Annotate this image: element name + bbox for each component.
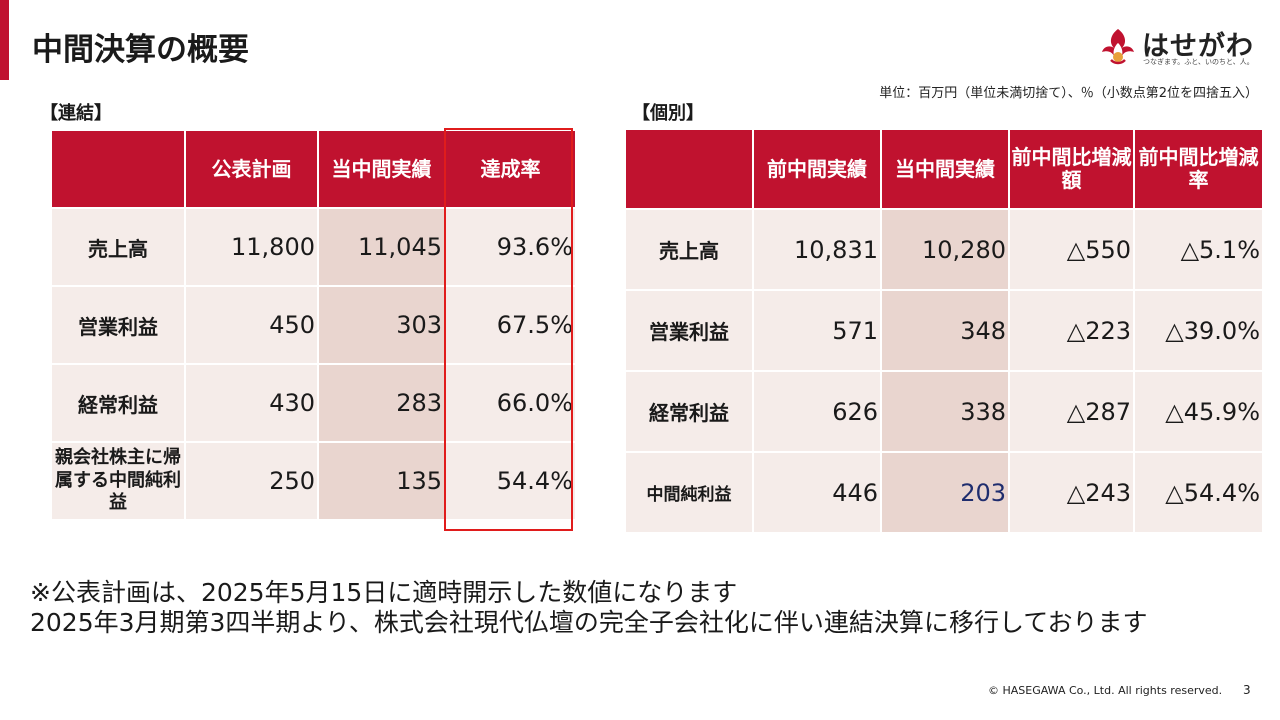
table-row: 営業利益 450 303 67.5% xyxy=(50,285,577,365)
table-header-row: 前中間実績 当中間実績 前中間比増減額 前中間比増減率 xyxy=(624,128,1264,210)
rate-value: △54.4% xyxy=(1133,451,1264,534)
prev-value: 626 xyxy=(752,370,882,453)
table-row: 売上高 11,800 11,045 93.6% xyxy=(50,207,577,287)
row-label: 売上高 xyxy=(50,207,186,287)
page-title: 中間決算の概要 xyxy=(32,32,249,68)
header-cell: 前中間比増減率 xyxy=(1133,128,1264,210)
actual-value: 303 xyxy=(317,285,446,365)
plan-value: 450 xyxy=(184,285,319,365)
diff-value: △550 xyxy=(1008,208,1135,291)
actual-value: 10,280 xyxy=(880,208,1010,291)
header-cell: 当中間実績 xyxy=(880,128,1010,210)
header-cell xyxy=(50,129,186,209)
header-cell: 前中間比増減額 xyxy=(1008,128,1135,210)
row-label: 営業利益 xyxy=(624,289,754,372)
table-row: 経常利益 430 283 66.0% xyxy=(50,363,577,443)
header-cell: 前中間実績 xyxy=(752,128,882,210)
brand-name: はせがわ xyxy=(1142,31,1254,62)
company-logo: はせがわ つなぎます。ふと、いのちと、人。 xyxy=(1098,26,1258,70)
rate-value: △39.0% xyxy=(1133,289,1264,372)
rate-value: △45.9% xyxy=(1133,370,1264,453)
row-label: 中間純利益 xyxy=(624,451,754,534)
prev-value: 571 xyxy=(752,289,882,372)
table-row: 売上高 10,831 10,280 △550 △5.1% xyxy=(624,208,1264,291)
table-row: 経常利益 626 338 △287 △45.9% xyxy=(624,370,1264,453)
plan-value: 430 xyxy=(184,363,319,443)
consolidated-table: 公表計画 当中間実績 達成率 売上高 11,800 11,045 93.6% 営… xyxy=(50,129,577,521)
page-number: 3 xyxy=(1243,683,1251,697)
unit-note: 単位：百万円（単位未満切捨て）、％（小数点第2位を四捨五入） xyxy=(879,86,1258,101)
header-cell: 達成率 xyxy=(444,129,577,209)
row-label: 営業利益 xyxy=(50,285,186,365)
row-label: 親会社株主に帰属する中間純利益 xyxy=(50,441,186,521)
rate-value: 66.0% xyxy=(444,363,577,443)
actual-value: 203 xyxy=(880,451,1010,534)
diff-value: △243 xyxy=(1008,451,1135,534)
table-row: 中間純利益 446 203 △243 △54.4% xyxy=(624,451,1264,534)
row-label: 経常利益 xyxy=(624,370,754,453)
individual-table: 前中間実績 当中間実績 前中間比増減額 前中間比増減率 売上高 10,831 1… xyxy=(624,128,1264,534)
table-header-row: 公表計画 当中間実績 達成率 xyxy=(50,129,577,209)
header-cell: 公表計画 xyxy=(184,129,319,209)
actual-value: 135 xyxy=(317,441,446,521)
actual-value: 11,045 xyxy=(317,207,446,287)
plan-value: 250 xyxy=(184,441,319,521)
table-row: 営業利益 571 348 △223 △39.0% xyxy=(624,289,1264,372)
prev-value: 446 xyxy=(752,451,882,534)
logo-mark-icon xyxy=(1102,29,1134,65)
actual-value: 283 xyxy=(317,363,446,443)
rate-value: 54.4% xyxy=(444,441,577,521)
actual-value: 338 xyxy=(880,370,1010,453)
accent-bar xyxy=(0,0,9,80)
diff-value: △287 xyxy=(1008,370,1135,453)
row-label: 売上高 xyxy=(624,208,754,291)
brand-tagline: つなぎます。ふと、いのちと、人。 xyxy=(1143,58,1254,66)
header-cell xyxy=(624,128,754,210)
diff-value: △223 xyxy=(1008,289,1135,372)
footnote-line: ※公表計画は、2025年5月15日に適時開示した数値になります xyxy=(30,578,738,607)
footnotes: ※公表計画は、2025年5月15日に適時開示した数値になります 2025年3月期… xyxy=(30,578,1147,638)
copyright: © HASEGAWA Co., Ltd. All rights reserved… xyxy=(988,684,1223,697)
row-label: 経常利益 xyxy=(50,363,186,443)
actual-value: 348 xyxy=(880,289,1010,372)
individual-label: 【個別】 xyxy=(632,103,704,124)
plan-value: 11,800 xyxy=(184,207,319,287)
rate-value: △5.1% xyxy=(1133,208,1264,291)
rate-value: 67.5% xyxy=(444,285,577,365)
header-cell: 当中間実績 xyxy=(317,129,446,209)
table-row: 親会社株主に帰属する中間純利益 250 135 54.4% xyxy=(50,441,577,521)
rate-value: 93.6% xyxy=(444,207,577,287)
footnote-line: 2025年3月期第3四半期より、株式会社現代仏壇の完全子会社化に伴い連結決算に移… xyxy=(30,608,1148,637)
prev-value: 10,831 xyxy=(752,208,882,291)
consolidated-label: 【連結】 xyxy=(40,103,112,124)
